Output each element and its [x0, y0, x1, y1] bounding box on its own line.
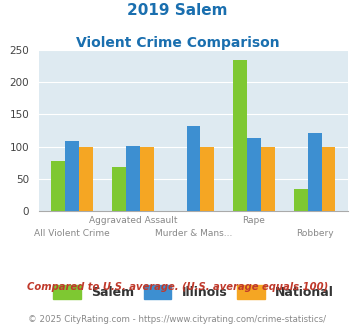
Text: Robbery: Robbery — [296, 229, 333, 238]
Bar — [79, 147, 93, 211]
Text: © 2025 CityRating.com - https://www.cityrating.com/crime-statistics/: © 2025 CityRating.com - https://www.city… — [28, 315, 327, 324]
Text: Violent Crime Comparison: Violent Crime Comparison — [76, 36, 279, 50]
Legend: Salem, Illinois, National: Salem, Illinois, National — [53, 285, 334, 299]
Bar — [247, 138, 261, 211]
Bar — [261, 147, 275, 211]
Bar — [140, 147, 154, 211]
Bar — [65, 141, 79, 211]
Text: 2019 Salem: 2019 Salem — [127, 3, 228, 18]
Bar — [126, 146, 140, 211]
Bar — [233, 60, 247, 211]
Bar — [201, 147, 214, 211]
Text: Murder & Mans...: Murder & Mans... — [155, 229, 232, 238]
Text: All Violent Crime: All Violent Crime — [34, 229, 110, 238]
Bar — [322, 147, 335, 211]
Bar — [294, 188, 308, 211]
Bar — [308, 133, 322, 211]
Bar — [112, 167, 126, 211]
Bar — [51, 161, 65, 211]
Text: Aggravated Assault: Aggravated Assault — [89, 216, 177, 225]
Text: Rape: Rape — [242, 216, 266, 225]
Text: Compared to U.S. average. (U.S. average equals 100): Compared to U.S. average. (U.S. average … — [27, 282, 328, 292]
Bar — [186, 126, 201, 211]
